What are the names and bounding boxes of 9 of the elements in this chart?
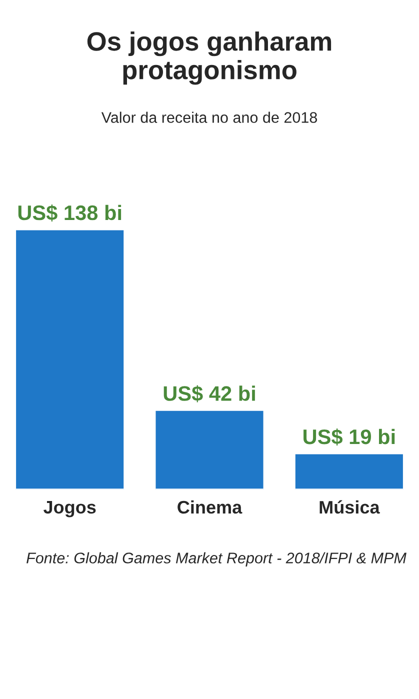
data-label: US$ 19 bi (304, 428, 395, 446)
x-tick-label: Música (320, 500, 380, 514)
x-tick-label: Cinema (178, 500, 242, 514)
chart-title: Os jogos ganharam protagonismo (87, 31, 332, 85)
x-tick-label: Jogos (44, 500, 96, 518)
chart-subtitle: Valor da receita no ano de 2018 (101, 112, 318, 123)
source-note: Fonte: Global Games Market Report - 2018/IFPI & MPM (26, 552, 406, 566)
data-label: US$ 138 bi (18, 204, 122, 222)
data-label: US$ 42 bi (164, 385, 255, 402)
